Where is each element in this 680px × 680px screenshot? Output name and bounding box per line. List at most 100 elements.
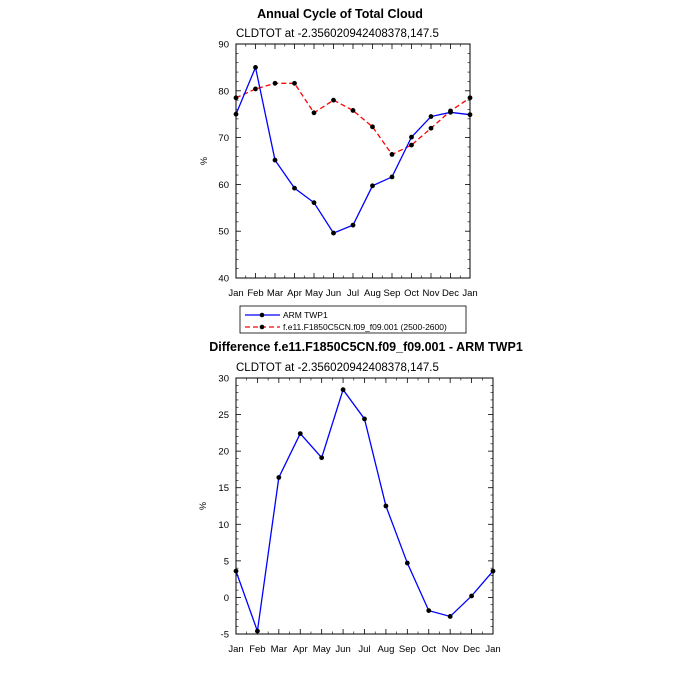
bottom-series-0-point (383, 503, 389, 509)
top-series-1-point (272, 80, 278, 86)
top-y-tick-label: 50 (218, 227, 229, 238)
bottom-x-tick-label: May (313, 644, 331, 655)
bottom-series-0-point (447, 614, 453, 619)
top-x-tick-label: Jan (462, 288, 477, 299)
top-x-tick-label: Oct (404, 288, 419, 299)
legend-box (239, 305, 467, 334)
bottom-chart-subtitle: CLDTOT at -2.356020942408378,147.5 (236, 362, 439, 374)
top-series-0-point (350, 222, 356, 228)
top-x-tick-label: Mar (267, 288, 283, 299)
top-x-tick-label: Apr (287, 288, 302, 299)
top-series-0-point (428, 114, 434, 119)
top-series-0-point (409, 134, 414, 140)
top-chart: Annual Cycle of Total Cloud CLDTOT at -2… (199, 7, 478, 299)
top-x-tick-label: Jun (326, 288, 341, 299)
legend-marker-model (259, 324, 265, 330)
bottom-y-tick-label: 20 (218, 447, 229, 458)
bottom-x-tick-label: Dec (463, 644, 480, 655)
bottom-y-tick-label: 25 (218, 410, 229, 421)
top-x-tick-label: Sep (384, 288, 401, 299)
top-x-tick-label: Dec (442, 288, 459, 299)
top-series-0-point (448, 109, 453, 115)
top-chart-ticks: Jan Feb Mar Apr May Jun Jul Aug Sep Oct Nov Dec Jan4… (218, 40, 477, 300)
top-x-tick-label: Jan (228, 288, 243, 299)
bottom-series-line-0 (235, 388, 494, 632)
top-x-tick-label: Feb (247, 288, 263, 299)
top-series-1-point (311, 110, 317, 116)
top-series-line-0 (235, 65, 471, 234)
bottom-x-tick-label: Jan (485, 644, 500, 655)
legend-label-arm: ARM TWP1 (283, 310, 328, 320)
top-series-1-point (370, 124, 375, 130)
bottom-chart-plot-frame (235, 377, 494, 635)
top-series-1-point (331, 97, 336, 103)
top-chart-title: Annual Cycle of Total Cloud (257, 7, 423, 21)
top-series-0-point (311, 200, 317, 206)
bottom-chart-series (233, 387, 496, 634)
top-series-0-point (467, 112, 473, 118)
bottom-chart-title: Difference f.e11.F1850C5CN.f09_f09.001 -… (209, 340, 523, 354)
bottom-y-tick-label: 10 (218, 520, 229, 531)
bottom-series-0-point (255, 628, 260, 634)
bottom-series-0-point (362, 416, 367, 422)
bottom-series-0-point (404, 560, 410, 566)
legend-label-model: f.e11.F1850C5CN.f09_f09.001 (2500-2600) (283, 322, 447, 332)
bottom-y-tick-label: -5 (221, 630, 229, 641)
top-series-0-point (253, 65, 258, 70)
bottom-series-0-point (319, 455, 325, 461)
bottom-x-tick-label: Jun (335, 644, 350, 655)
bottom-x-tick-label: Apr (293, 644, 308, 655)
bottom-y-tick-label: 0 (224, 593, 229, 604)
bottom-x-tick-label: Jul (358, 644, 370, 655)
top-chart-y-axis-label: % (199, 157, 209, 165)
bottom-x-tick-label: Mar (271, 644, 287, 655)
bottom-series-0-point (426, 608, 432, 613)
bottom-y-tick-label: 5 (224, 556, 229, 567)
bottom-series-0-point (469, 593, 474, 599)
top-chart-series (233, 65, 473, 236)
bottom-chart-ticks: Jan Feb Mar Apr May Jun Jul Aug Sep Oct Nov Dec Jan -… (218, 374, 500, 656)
top-series-1-point (350, 108, 356, 113)
bottom-series-0-point (233, 568, 239, 574)
bottom-y-tick-label: 15 (218, 483, 229, 494)
top-y-tick-label: 90 (218, 40, 229, 51)
top-series-1-point (233, 95, 239, 101)
top-series-1-point (292, 80, 297, 86)
top-y-tick-label: 40 (218, 274, 229, 285)
top-x-tick-label: Jul (347, 288, 359, 299)
top-series-1-point (467, 95, 473, 101)
bottom-x-tick-label: Sep (399, 644, 416, 655)
top-chart-legend: ARM TWP1 f.e11.F1850C5CN.f09_f09.001 (25… (239, 305, 467, 334)
top-series-1-point (253, 86, 258, 92)
bottom-chart: Difference f.e11.F1850C5CN.f09_f09.001 -… (198, 340, 523, 655)
bottom-series-0-point (340, 387, 346, 393)
top-series-0-point (292, 185, 297, 191)
top-series-0-point (370, 183, 375, 189)
top-series-0-point (331, 230, 336, 236)
top-x-tick-label: Nov (423, 288, 440, 299)
top-series-0-point (233, 111, 239, 117)
bottom-series-0-point (297, 431, 303, 436)
top-series-1-point (389, 152, 395, 157)
top-y-tick-label: 80 (218, 86, 229, 97)
top-chart-plot-frame (235, 43, 471, 279)
bottom-series-0-point (490, 568, 496, 574)
bottom-x-tick-label: Oct (421, 644, 436, 655)
top-chart-subtitle: CLDTOT at -2.356020942408378,147.5 (236, 28, 439, 40)
top-series-0-point (272, 157, 278, 163)
top-x-tick-label: May (305, 288, 323, 299)
bottom-x-tick-label: Feb (249, 644, 265, 655)
bottom-y-tick-label: 30 (218, 374, 229, 385)
bottom-x-tick-label: Jan (228, 644, 243, 655)
legend-marker-arm (259, 312, 265, 318)
bottom-series-0-point (276, 475, 282, 480)
bottom-x-tick-label: Nov (442, 644, 459, 655)
bottom-chart-y-axis-label: % (198, 502, 208, 510)
top-series-0-point (389, 174, 395, 180)
top-y-tick-label: 60 (218, 180, 229, 191)
top-series-1-point (409, 142, 414, 148)
top-x-tick-label: Aug (364, 288, 381, 299)
top-series-1-point (428, 125, 434, 131)
top-y-tick-label: 70 (218, 133, 229, 144)
